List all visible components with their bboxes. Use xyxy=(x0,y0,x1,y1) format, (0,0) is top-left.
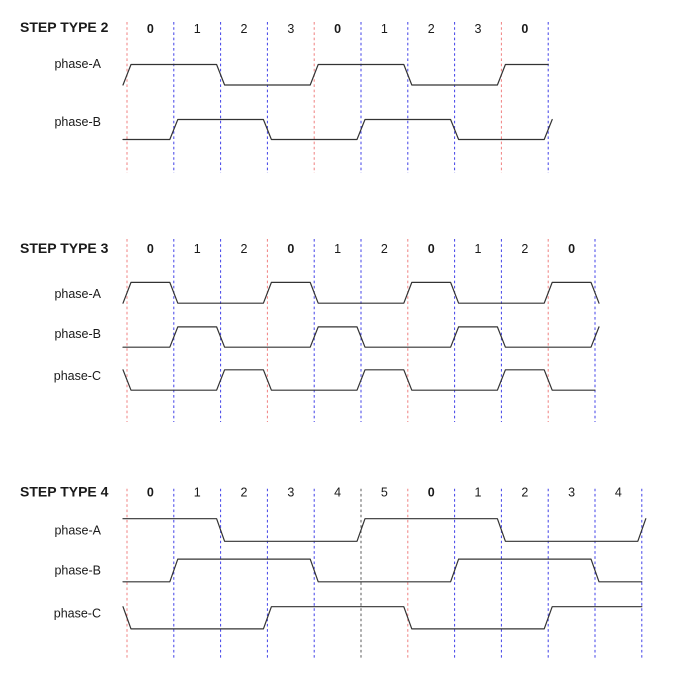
svg-text:2: 2 xyxy=(521,485,528,499)
svg-text:4: 4 xyxy=(334,485,341,499)
svg-text:1: 1 xyxy=(475,485,482,499)
svg-text:2: 2 xyxy=(521,242,528,256)
svg-text:0: 0 xyxy=(428,485,435,499)
svg-text:2: 2 xyxy=(241,485,248,499)
svg-text:1: 1 xyxy=(381,22,388,36)
svg-text:phase-A: phase-A xyxy=(54,57,101,71)
svg-text:phase-C: phase-C xyxy=(54,607,101,621)
svg-text:1: 1 xyxy=(194,485,201,499)
svg-text:0: 0 xyxy=(334,22,341,36)
svg-text:phase-B: phase-B xyxy=(54,327,101,341)
svg-text:0: 0 xyxy=(428,242,435,256)
svg-text:STEP TYPE 2: STEP TYPE 2 xyxy=(20,19,109,35)
svg-text:2: 2 xyxy=(241,242,248,256)
svg-text:3: 3 xyxy=(287,22,294,36)
svg-text:2: 2 xyxy=(381,242,388,256)
svg-text:STEP TYPE 4: STEP TYPE 4 xyxy=(20,484,109,500)
svg-text:2: 2 xyxy=(241,22,248,36)
svg-text:phase-A: phase-A xyxy=(54,524,101,538)
svg-text:0: 0 xyxy=(287,242,294,256)
svg-text:0: 0 xyxy=(147,22,154,36)
svg-text:0: 0 xyxy=(147,242,154,256)
svg-text:phase-B: phase-B xyxy=(54,564,101,578)
svg-text:phase-B: phase-B xyxy=(54,115,101,129)
svg-text:1: 1 xyxy=(194,242,201,256)
svg-text:3: 3 xyxy=(287,485,294,499)
svg-text:STEP TYPE 3: STEP TYPE 3 xyxy=(20,240,109,256)
svg-text:3: 3 xyxy=(568,485,575,499)
svg-text:phase-A: phase-A xyxy=(54,287,101,301)
svg-text:3: 3 xyxy=(475,22,482,36)
svg-text:1: 1 xyxy=(475,242,482,256)
svg-text:5: 5 xyxy=(381,485,388,499)
svg-text:1: 1 xyxy=(194,22,201,36)
svg-text:phase-C: phase-C xyxy=(54,369,101,383)
svg-text:0: 0 xyxy=(521,22,528,36)
svg-text:1: 1 xyxy=(334,242,341,256)
svg-text:4: 4 xyxy=(615,485,622,499)
svg-text:2: 2 xyxy=(428,22,435,36)
svg-text:0: 0 xyxy=(568,242,575,256)
svg-text:0: 0 xyxy=(147,485,154,499)
